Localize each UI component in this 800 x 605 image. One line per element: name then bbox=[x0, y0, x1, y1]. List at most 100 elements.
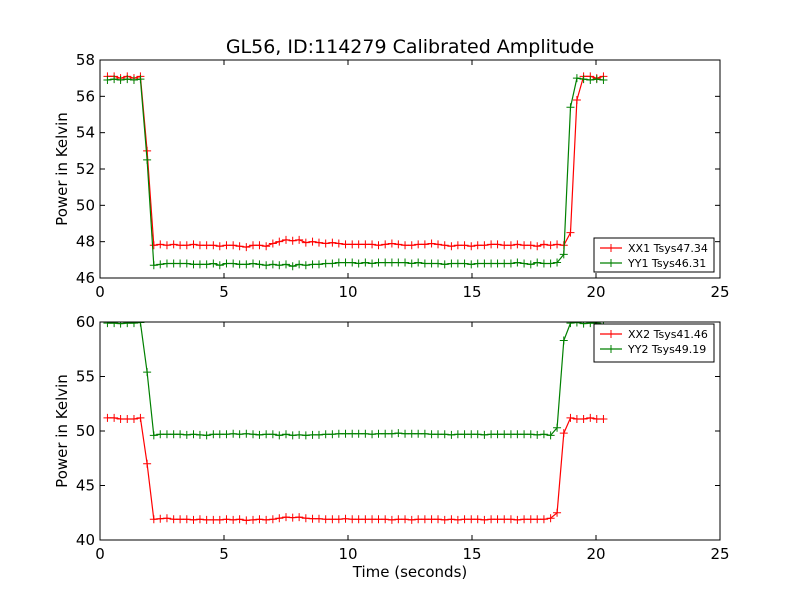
data-point bbox=[314, 238, 323, 247]
y-tick-label: 58 bbox=[76, 51, 95, 69]
data-point bbox=[420, 515, 429, 524]
data-point bbox=[149, 261, 158, 270]
data-point bbox=[116, 415, 125, 424]
data-point bbox=[427, 239, 436, 248]
x-tick-label: 0 bbox=[95, 545, 105, 563]
x-axis-label: Time (seconds) bbox=[352, 563, 468, 581]
data-point bbox=[539, 430, 548, 439]
data-point bbox=[374, 241, 383, 250]
data-point bbox=[156, 430, 165, 439]
x-tick-label: 15 bbox=[462, 545, 481, 563]
data-point bbox=[209, 259, 218, 268]
data-point bbox=[103, 75, 112, 84]
data-point bbox=[282, 513, 290, 522]
data-point bbox=[321, 239, 330, 248]
data-point bbox=[473, 515, 482, 524]
data-point bbox=[401, 429, 410, 438]
data-point bbox=[149, 515, 158, 524]
data-point bbox=[394, 429, 403, 438]
data-point bbox=[143, 368, 152, 377]
data-point bbox=[420, 240, 429, 249]
data-point bbox=[553, 240, 562, 249]
legend-marker bbox=[607, 345, 615, 353]
data-point bbox=[480, 430, 489, 439]
data-point bbox=[169, 240, 178, 249]
data-point bbox=[533, 258, 542, 267]
data-point bbox=[460, 515, 469, 524]
y-tick-label: 40 bbox=[76, 531, 95, 549]
data-point bbox=[189, 240, 198, 249]
data-point bbox=[387, 515, 396, 524]
data-point bbox=[215, 515, 224, 524]
data-point bbox=[242, 429, 251, 438]
data-point bbox=[123, 415, 132, 424]
data-point bbox=[361, 240, 370, 249]
data-point bbox=[420, 259, 429, 268]
data-point bbox=[361, 429, 370, 438]
data-point bbox=[222, 515, 231, 524]
data-point bbox=[520, 241, 529, 250]
chart-panel-2: 0 5 10 15 20 25 40 45 50 55 60 Power in Kelvin Time … bbox=[53, 313, 730, 581]
data-point bbox=[321, 515, 330, 524]
data-point bbox=[440, 260, 449, 269]
data-point bbox=[599, 75, 608, 84]
data-point bbox=[434, 515, 443, 524]
data-point bbox=[195, 515, 204, 524]
data-point bbox=[447, 242, 456, 251]
data-point bbox=[110, 322, 119, 328]
x-tick-label: 20 bbox=[586, 545, 605, 563]
x-tick-label: 0 bbox=[95, 283, 105, 301]
data-point bbox=[381, 258, 390, 267]
chart-panel-1: 0 5 10 15 20 25 46 48 50 52 54 56 58 Power in Kelvin X… bbox=[53, 51, 730, 301]
data-point bbox=[195, 260, 204, 269]
data-point bbox=[572, 322, 581, 327]
data-point bbox=[162, 259, 171, 268]
data-point bbox=[520, 430, 529, 439]
data-point bbox=[249, 259, 258, 268]
data-point bbox=[368, 240, 377, 249]
data-point bbox=[110, 75, 119, 84]
data-point bbox=[368, 430, 377, 439]
data-point bbox=[381, 240, 390, 249]
data-point bbox=[229, 515, 238, 524]
data-point bbox=[235, 515, 244, 524]
data-point bbox=[414, 515, 423, 524]
series-line bbox=[107, 75, 604, 248]
data-point bbox=[453, 259, 462, 268]
data-point bbox=[546, 514, 555, 523]
data-point bbox=[566, 103, 575, 112]
data-point bbox=[301, 238, 310, 247]
data-point bbox=[288, 431, 297, 440]
data-point bbox=[268, 260, 277, 269]
legend-label: XX1 Tsys47.34 bbox=[628, 242, 708, 255]
data-point bbox=[381, 429, 390, 438]
data-point bbox=[500, 515, 509, 524]
data-point bbox=[420, 429, 429, 438]
data-point bbox=[255, 430, 264, 439]
data-point bbox=[493, 515, 502, 524]
data-point bbox=[572, 415, 581, 424]
x-tick-label: 10 bbox=[338, 545, 357, 563]
data-point bbox=[123, 75, 132, 84]
data-point bbox=[275, 514, 284, 523]
data-point bbox=[275, 237, 284, 246]
data-point bbox=[539, 240, 548, 249]
data-point bbox=[394, 515, 403, 524]
x-tick-label: 10 bbox=[338, 283, 357, 301]
data-point bbox=[440, 241, 449, 250]
data-point bbox=[328, 238, 337, 247]
y-tick-label: 54 bbox=[76, 124, 95, 142]
data-point bbox=[374, 515, 383, 524]
data-point bbox=[282, 260, 290, 269]
data-point bbox=[513, 240, 522, 249]
data-point bbox=[526, 241, 535, 250]
data-point bbox=[249, 430, 258, 439]
legend-label: YY1 Tsys46.31 bbox=[627, 257, 706, 270]
data-point bbox=[341, 240, 350, 249]
data-point bbox=[136, 75, 145, 84]
data-point bbox=[493, 240, 502, 249]
data-point bbox=[381, 515, 390, 524]
y-tick-label: 55 bbox=[76, 368, 95, 386]
data-point bbox=[334, 515, 343, 524]
data-point bbox=[513, 515, 522, 524]
